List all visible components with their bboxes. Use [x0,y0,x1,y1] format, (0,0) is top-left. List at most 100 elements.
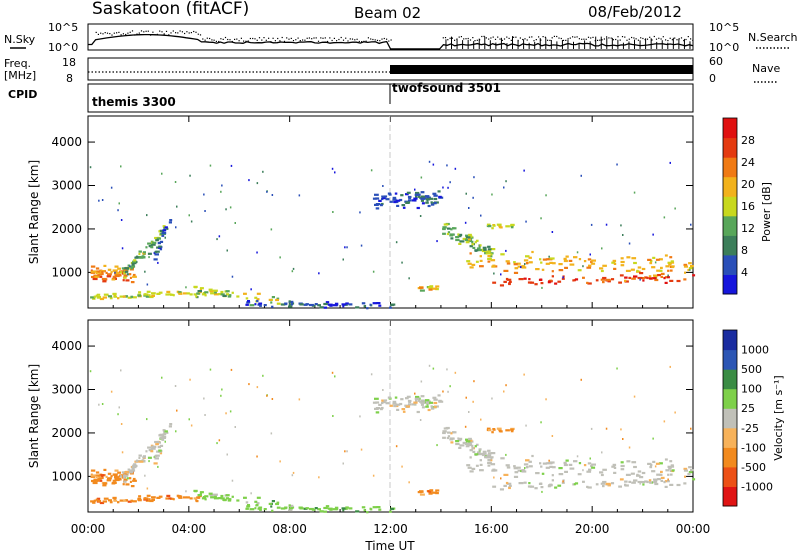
power-cell [138,252,141,256]
velocity-cell [342,462,344,465]
velocity-cell [164,440,166,443]
velocity-cell [389,510,392,513]
power-cell [158,291,163,294]
power-cell [486,224,490,228]
velocity-cell [613,466,617,469]
power-cell [503,280,507,283]
velocity-cell [142,455,146,458]
power-cell [407,195,412,199]
nsearch-point [544,36,546,38]
power-cell [580,174,582,177]
nsearch-point [143,31,145,33]
velocity-cell [332,508,338,511]
power-cell [392,196,397,199]
velocity-cell [487,452,492,455]
nsearch-point [547,39,549,41]
velocity-cell [652,437,654,440]
velocity-cell [385,402,390,405]
power-cell [472,246,476,249]
power-cell [329,304,333,307]
power-cell [446,232,449,236]
velocity-cell [663,420,666,423]
nsearch-point [290,37,292,39]
power-cell [197,290,202,293]
velocity-cell [138,495,142,498]
nsearch-point [683,40,685,42]
nsearch-point [585,38,587,40]
velocity-cell [256,502,260,505]
power-cell [126,273,129,276]
velocity-cell [188,418,190,421]
velocity-cell [438,399,442,402]
nave-tick-bottom: 0 [709,72,716,85]
nsearch-point [599,39,601,41]
power-cell [298,194,301,197]
velocity-cell [493,476,495,479]
power-cell [563,257,567,260]
freq-nave-block-twofsound [390,65,693,74]
velocity-cell [528,460,532,463]
nsearch-point [372,38,374,41]
power-cell [138,291,142,294]
nsearch-point [662,36,664,38]
nsky-tick-top: 10^5 [48,21,78,34]
power-cell [153,258,158,261]
power-cell [234,222,236,224]
power-cell [442,232,446,235]
x-axis-tick-labels: 00:00 04:00 08:00 12:00 16:00 20:00 00:00 [71,522,711,536]
velocity-cell [415,399,418,402]
velocity-cell [263,508,267,511]
power-cell [688,267,693,270]
power-cell [425,195,430,198]
velocity-cell [458,439,462,442]
velocity-cell [193,497,197,500]
power-cell [523,169,525,172]
nsearch-point [159,30,161,32]
power-cell [256,182,259,185]
velocity-cell [471,467,476,470]
velocity-colorbar-tick: 1000 [741,344,769,357]
power-colorbar-swatch [723,254,737,275]
power-cell [618,281,622,284]
nsearch-point [481,35,483,38]
power-cell [687,268,690,272]
velocity-cell [428,492,433,495]
power-cell [112,275,117,278]
power-cell [670,261,675,264]
nsearch-point [175,32,177,34]
power-cell [637,266,642,269]
power-cell [378,304,382,307]
velocity-cell [228,498,232,501]
power-cell [599,267,604,270]
velocity-cell [247,504,250,507]
power-cell [426,196,431,199]
power-cell [525,220,527,223]
velocity-cell [491,397,493,400]
power-cell [374,203,379,206]
velocity-colorbar-swatch [723,408,737,429]
power-cell [474,249,479,252]
nsearch-point [463,38,465,40]
velocity-colorbar-swatch [723,427,737,448]
power-cell [97,296,101,299]
power-cell [250,288,252,291]
power-colorbar-tick: 4 [741,266,748,279]
velocity-cell [318,476,320,479]
power-cell [225,290,230,293]
velocity-colorbar-tick: 100 [741,383,762,396]
velocity-cell [204,498,207,501]
power-cell [452,227,455,230]
power-cell [228,294,232,297]
power-cell [266,190,268,193]
velocity-cell [400,398,404,401]
power-cell [123,272,126,275]
velocity-cell [667,465,672,468]
nsky-tick-bottom: 10^0 [48,41,78,54]
power-cell [482,246,487,249]
power-cell [664,276,668,279]
velocity-colorbar-swatch [723,349,737,370]
power-cell [107,273,112,276]
nsearch-point [660,38,662,40]
power-cell [114,274,118,277]
